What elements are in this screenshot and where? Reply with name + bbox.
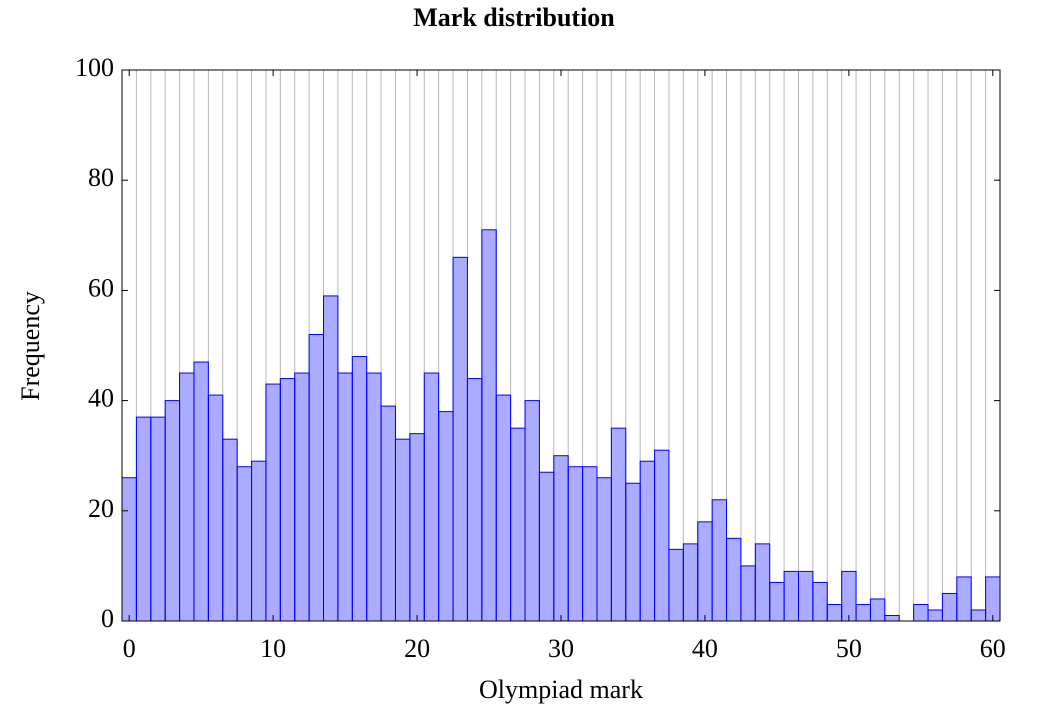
y-axis-label: Frequency bbox=[16, 291, 45, 401]
bar bbox=[538, 471, 555, 622]
bar bbox=[394, 438, 411, 622]
bar bbox=[251, 460, 267, 622]
bar bbox=[438, 411, 454, 622]
bar bbox=[423, 372, 440, 622]
bar bbox=[495, 394, 512, 622]
bar bbox=[150, 416, 166, 622]
chart-title: Mark distribution bbox=[413, 3, 615, 32]
bar bbox=[524, 400, 540, 622]
bar bbox=[668, 548, 684, 622]
bar bbox=[409, 433, 425, 622]
bar bbox=[236, 466, 253, 622]
bar bbox=[654, 449, 670, 622]
bar bbox=[726, 537, 742, 622]
bar bbox=[783, 570, 799, 622]
bar bbox=[164, 400, 181, 622]
bar bbox=[927, 609, 943, 622]
bar bbox=[797, 570, 814, 622]
x-tick-label: 60 bbox=[980, 634, 1006, 663]
x-axis-label: Olympiad mark bbox=[479, 675, 643, 704]
bar bbox=[510, 427, 526, 622]
bar bbox=[769, 581, 785, 622]
x-tick-label: 30 bbox=[548, 634, 574, 663]
bar bbox=[826, 603, 843, 622]
bar bbox=[337, 372, 353, 622]
bar bbox=[740, 565, 756, 622]
plot-frame bbox=[121, 69, 1001, 622]
x-tick-label: 0 bbox=[123, 634, 136, 663]
y-tick-label: 20 bbox=[88, 494, 114, 523]
bar bbox=[596, 477, 612, 622]
bar bbox=[466, 378, 483, 622]
y-tick-label: 0 bbox=[101, 604, 114, 633]
y-tick-label: 60 bbox=[88, 273, 114, 302]
x-tick-label: 10 bbox=[260, 634, 286, 663]
bar bbox=[135, 416, 152, 622]
bar bbox=[855, 603, 871, 622]
bar bbox=[567, 466, 584, 622]
bar bbox=[323, 295, 339, 622]
bar bbox=[913, 603, 929, 622]
bar bbox=[380, 405, 396, 622]
bar bbox=[179, 372, 195, 622]
bar bbox=[812, 581, 828, 622]
bar bbox=[682, 543, 699, 622]
bar bbox=[985, 576, 1001, 622]
bar bbox=[265, 383, 281, 622]
bar bbox=[956, 576, 972, 622]
bar bbox=[308, 333, 325, 622]
bar bbox=[366, 372, 382, 622]
y-tick-label: 100 bbox=[75, 53, 114, 82]
bar bbox=[639, 460, 656, 622]
bar bbox=[121, 477, 137, 622]
bar bbox=[941, 592, 958, 622]
bar bbox=[294, 372, 310, 622]
x-tick-label: 20 bbox=[404, 634, 430, 663]
y-tick-label: 80 bbox=[88, 163, 114, 192]
bar bbox=[582, 466, 598, 622]
bar bbox=[625, 482, 641, 622]
y-tick-label: 40 bbox=[88, 384, 114, 413]
bar bbox=[869, 598, 886, 622]
bar bbox=[351, 356, 368, 622]
bar bbox=[452, 256, 468, 622]
x-tick-label: 50 bbox=[836, 634, 862, 663]
bar bbox=[754, 543, 771, 622]
bar bbox=[193, 361, 209, 622]
bar bbox=[222, 438, 238, 622]
bar bbox=[970, 609, 987, 622]
bar bbox=[697, 521, 713, 622]
bar bbox=[610, 427, 627, 622]
bar bbox=[207, 394, 224, 622]
bar bbox=[279, 378, 296, 622]
bar bbox=[711, 499, 728, 622]
bar bbox=[884, 614, 900, 622]
bar bbox=[481, 229, 497, 622]
bar bbox=[553, 455, 569, 622]
x-tick-label: 40 bbox=[692, 634, 718, 663]
bar bbox=[841, 570, 857, 622]
